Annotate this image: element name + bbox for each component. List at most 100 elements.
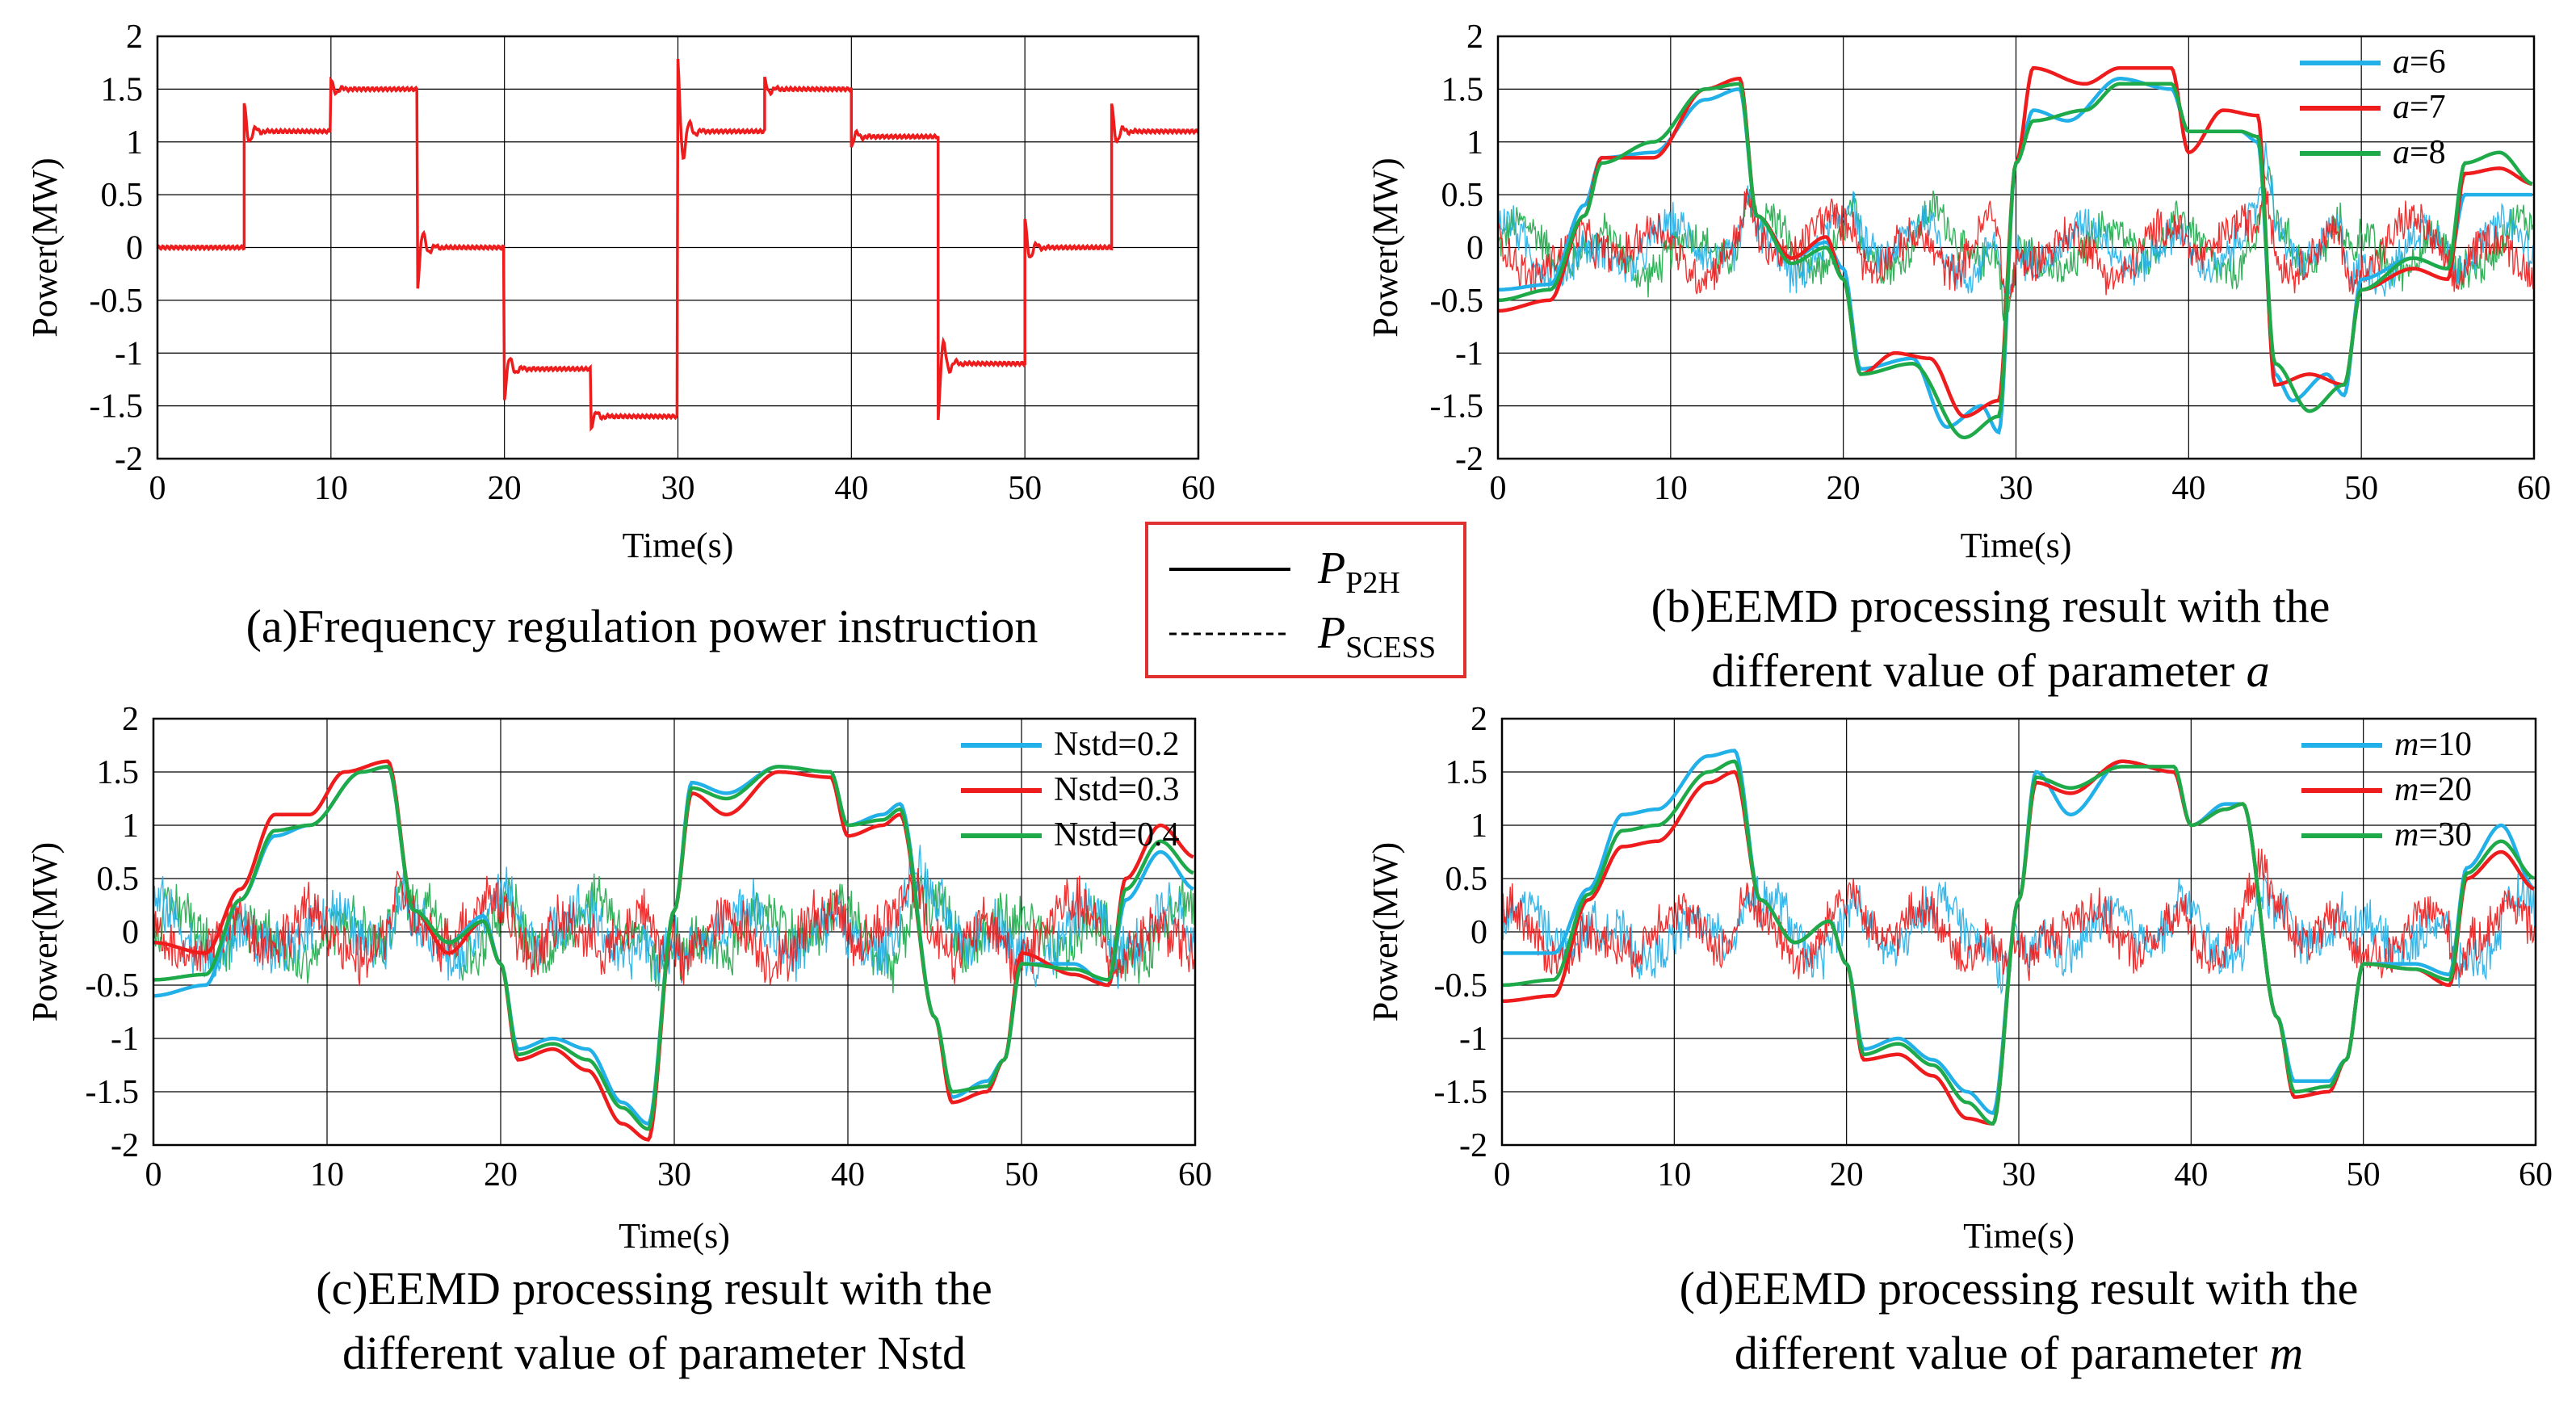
x-axis-label: Time(s) (623, 526, 734, 565)
y-tick-label: 0.5 (1441, 177, 1484, 214)
panel-d: 21.510.50-0.5-1-1.5-20 10 20 30 40 50 60Time(s… (1366, 701, 2553, 1379)
plot-content (157, 58, 1198, 432)
x-axis-label: Time(s) (1961, 526, 2072, 565)
y-tick-label: -2 (115, 441, 143, 478)
y-tick-label: 0 (1471, 914, 1487, 951)
panel-caption: (a)Frequency regulation power instructio… (246, 600, 1038, 652)
x-tick-label: 10 (310, 1156, 344, 1193)
y-axis-label: Power(MW) (25, 842, 65, 1021)
legend-label-scess: PSCESS (1317, 608, 1436, 665)
legend-label: Nstd=0.3 (1054, 771, 1180, 808)
y-tick-label: 1 (126, 124, 143, 161)
plot-content (1498, 65, 2534, 440)
plot-frame (156, 35, 1200, 460)
y-tick-label: -1 (111, 1021, 139, 1058)
x-tick-label: 30 (1999, 470, 2033, 507)
y-tick-label: 1.5 (97, 754, 140, 791)
x-tick-label: 10 (1654, 470, 1688, 507)
y-tick-label: -0.5 (1434, 967, 1488, 1005)
x-tick-label: 60 (1178, 1156, 1212, 1193)
x-tick-label: 0 (145, 1156, 162, 1193)
y-tick-label: -1.5 (1430, 388, 1484, 426)
y-tick-label: 1 (1466, 124, 1483, 161)
legend-label-p2h: PP2H (1317, 543, 1400, 600)
x-tick-label: 60 (1181, 470, 1215, 507)
panel-b: 21.510.50-0.5-1-1.5-20 10 20 30 40 50 60Time(s… (1366, 19, 2551, 697)
x-tick-label: 20 (484, 1156, 518, 1193)
x-tick-label: 20 (1830, 1156, 1864, 1193)
x-axis-label: Time(s) (619, 1216, 730, 1256)
legend-label: a=7 (2393, 89, 2446, 126)
legend-label: m=10 (2394, 726, 2472, 763)
y-tick-label: -1 (1459, 1021, 1487, 1058)
shared-legend: PP2H PSCESS (1145, 522, 1466, 678)
shared-legend-border (1145, 522, 1466, 678)
legend-label: Nstd=0.4 (1054, 816, 1180, 854)
plot-frame (1500, 717, 2537, 1147)
panel-caption: (d)EEMD processing result with the (1680, 1262, 2359, 1315)
y-tick-label: 0.5 (97, 861, 140, 898)
plot-content (153, 759, 1195, 1142)
x-tick-label: 40 (834, 470, 868, 507)
legend-label: a=6 (2393, 44, 2446, 81)
series-line-a-8 (1498, 82, 2533, 440)
y-tick-label: 1.5 (1441, 71, 1484, 108)
y-axis-label: Power(MW) (1366, 842, 1405, 1021)
y-tick-label: -1 (1455, 335, 1483, 372)
y-tick-label: 2 (1471, 701, 1487, 738)
y-tick-label: 0 (1466, 230, 1483, 267)
y-tick-label: 1 (122, 807, 139, 845)
x-tick-label: 50 (2347, 1156, 2381, 1193)
plot-content (1502, 749, 2536, 1126)
panel-caption: (c)EEMD processing result with the (316, 1262, 992, 1315)
y-tick-label: 2 (1466, 19, 1483, 56)
x-tick-label: 50 (1005, 1156, 1038, 1193)
series-line-m-30 (1502, 759, 2535, 1126)
x-tick-label: 40 (2171, 470, 2205, 507)
x-tick-label: 40 (831, 1156, 865, 1193)
y-tick-label: -2 (1455, 441, 1483, 478)
y-tick-label: -2 (1459, 1127, 1487, 1164)
panel-caption: different value of parameter Nstd (342, 1327, 966, 1379)
panel-c: 21.510.50-0.5-1-1.5-20 10 20 30 40 50 60Time(s… (25, 701, 1212, 1379)
x-tick-label: 0 (149, 470, 166, 507)
y-tick-label: 0.5 (101, 177, 144, 214)
series-noise-trace (153, 870, 1195, 993)
series-noise-trace (1498, 187, 2534, 308)
plot-frame (152, 717, 1197, 1147)
y-tick-label: 2 (126, 19, 143, 56)
series-noise-trace (1502, 848, 2536, 981)
series-line-instruction (157, 58, 1198, 432)
x-tick-label: 0 (1494, 1156, 1511, 1193)
y-tick-label: -0.5 (1430, 283, 1484, 320)
x-tick-label: 30 (2002, 1156, 2036, 1193)
panel-a: 21.510.50-0.5-1-1.5-20 10 20 30 40 50 60Time(s… (25, 19, 1215, 652)
x-tick-label: 40 (2174, 1156, 2208, 1193)
y-tick-label: 1 (1471, 807, 1487, 845)
legend-label: a=8 (2393, 134, 2446, 171)
x-tick-label: 60 (2519, 1156, 2553, 1193)
y-axis-label: Power(MW) (1366, 157, 1405, 337)
y-tick-label: -1.5 (86, 1074, 140, 1111)
y-tick-label: -0.5 (86, 967, 140, 1005)
y-tick-label: 0.5 (1445, 861, 1488, 898)
y-tick-label: 1.5 (101, 71, 144, 108)
y-tick-label: 2 (122, 701, 139, 738)
x-tick-label: 30 (661, 470, 695, 507)
y-tick-label: -0.5 (90, 283, 144, 320)
y-tick-label: 1.5 (1445, 754, 1488, 791)
legend-label: m=30 (2394, 816, 2472, 854)
legend-label: Nstd=0.2 (1054, 726, 1180, 763)
panel-caption: different value of parameter m (1735, 1327, 2303, 1379)
x-tick-label: 10 (314, 470, 348, 507)
x-tick-label: 30 (657, 1156, 691, 1193)
x-tick-label: 50 (2344, 470, 2378, 507)
x-axis-label: Time(s) (1963, 1216, 2075, 1256)
x-tick-label: 60 (2517, 470, 2551, 507)
y-tick-label: -1.5 (1434, 1074, 1488, 1111)
panel-caption: different value of parameter a (1711, 644, 2269, 697)
panel-caption: (b)EEMD processing result with the (1651, 580, 2331, 632)
y-tick-label: -1 (115, 335, 143, 372)
legend-label: m=20 (2394, 771, 2472, 808)
